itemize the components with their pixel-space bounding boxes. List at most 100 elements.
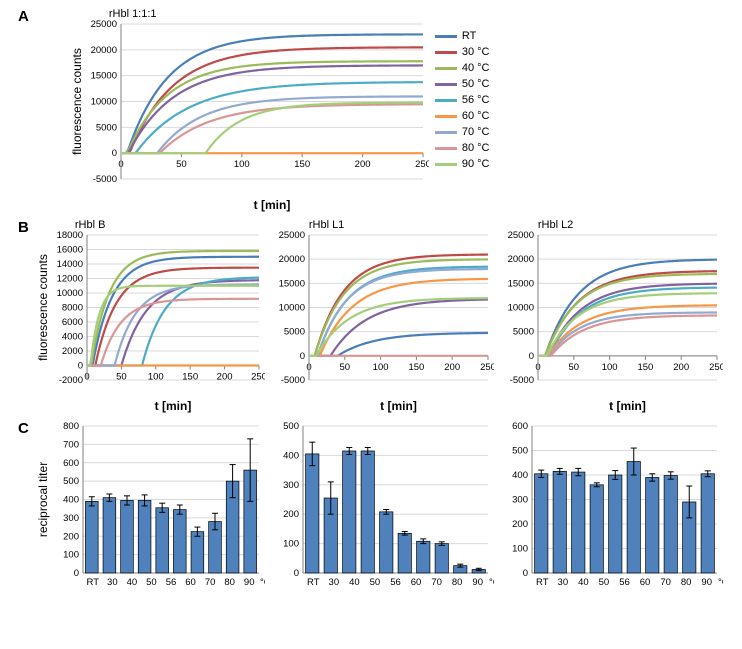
legend-label: 30 °C (462, 46, 490, 58)
svg-text:80: 80 (452, 577, 463, 588)
panel-c2-chart: 0100200300400500RT3040505660708090°C (269, 420, 494, 595)
svg-text:°C: °C (260, 577, 265, 588)
svg-text:-2000: -2000 (59, 375, 83, 386)
svg-text:20000: 20000 (90, 45, 116, 56)
panel-a-chart-wrap: rHbl 1:1:1 -5000050001000015000200002500… (69, 8, 429, 213)
svg-text:RT: RT (307, 577, 320, 588)
svg-text:250: 250 (709, 362, 723, 373)
svg-text:70: 70 (431, 577, 442, 588)
svg-text:0: 0 (112, 148, 117, 159)
svg-text:40: 40 (578, 577, 589, 588)
svg-text:30: 30 (328, 577, 339, 588)
legend-label: 90 °C (462, 158, 490, 170)
svg-text:150: 150 (294, 159, 310, 170)
legend-swatch (435, 51, 457, 54)
svg-text:t [min]: t [min] (609, 399, 646, 413)
svg-text:-5000: -5000 (510, 375, 534, 386)
legend-swatch (435, 163, 457, 166)
legend-swatch (435, 67, 457, 70)
svg-text:600: 600 (63, 458, 79, 469)
svg-text:30: 30 (107, 577, 118, 588)
panel-a-chart: -500005000100001500020000250000501001502… (69, 18, 429, 213)
legend: RT30 °C40 °C50 °C56 °C60 °C70 °C80 °C90 … (435, 30, 490, 170)
svg-text:400: 400 (283, 450, 299, 461)
svg-text:80: 80 (224, 577, 235, 588)
svg-text:50: 50 (146, 577, 157, 588)
panel-b-label: B (8, 219, 29, 236)
svg-text:15000: 15000 (90, 71, 116, 82)
legend-item: RT (435, 30, 490, 42)
svg-text:60: 60 (411, 577, 422, 588)
svg-text:25000: 25000 (90, 19, 116, 30)
svg-text:14000: 14000 (56, 259, 82, 270)
svg-text:400: 400 (63, 495, 79, 506)
legend-label: 70 °C (462, 126, 490, 138)
svg-text:500: 500 (283, 421, 299, 432)
svg-text:250: 250 (480, 362, 494, 373)
svg-text:200: 200 (444, 362, 460, 373)
svg-text:90: 90 (701, 577, 712, 588)
svg-text:70: 70 (660, 577, 671, 588)
svg-text:400: 400 (512, 470, 528, 481)
svg-text:50: 50 (369, 577, 380, 588)
legend-item: 70 °C (435, 126, 490, 138)
legend-item: 30 °C (435, 46, 490, 58)
svg-text:100: 100 (602, 362, 618, 373)
svg-text:2000: 2000 (62, 346, 83, 357)
svg-text:150: 150 (408, 362, 424, 373)
svg-text:-5000: -5000 (281, 375, 305, 386)
svg-text:0: 0 (529, 351, 534, 362)
legend-label: 56 °C (462, 94, 490, 106)
svg-text:80: 80 (681, 577, 692, 588)
svg-text:500: 500 (63, 476, 79, 487)
svg-text:300: 300 (63, 513, 79, 524)
svg-text:0: 0 (300, 351, 305, 362)
svg-text:20000: 20000 (507, 254, 533, 265)
svg-text:90: 90 (472, 577, 483, 588)
svg-text:16000: 16000 (56, 245, 82, 256)
panel-c2-wrap: 0100200300400500RT3040505660708090°C (269, 420, 494, 595)
svg-text:50: 50 (176, 159, 187, 170)
panel-c-row: C 0100200300400500600700800RT30405056607… (8, 420, 734, 595)
svg-text:250: 250 (415, 159, 429, 170)
svg-text:100: 100 (234, 159, 250, 170)
svg-text:10000: 10000 (56, 288, 82, 299)
svg-text:600: 600 (512, 421, 528, 432)
legend-label: 40 °C (462, 62, 490, 74)
svg-text:56: 56 (166, 577, 177, 588)
svg-text:6000: 6000 (62, 317, 83, 328)
svg-text:15000: 15000 (278, 278, 304, 289)
svg-text:t [min]: t [min] (254, 198, 291, 212)
panel-b1-chart: -200002000400060008000100001200014000160… (35, 229, 265, 414)
panel-a-row: A rHbl 1:1:1 -50000500010000150002000025… (8, 8, 734, 213)
legend-swatch (435, 99, 457, 102)
legend-item: 90 °C (435, 158, 490, 170)
svg-text:0: 0 (523, 568, 528, 579)
svg-text:50: 50 (116, 372, 127, 383)
svg-text:10000: 10000 (278, 303, 304, 314)
legend-item: 60 °C (435, 110, 490, 122)
svg-text:15000: 15000 (507, 278, 533, 289)
legend-swatch (435, 147, 457, 150)
svg-text:150: 150 (182, 372, 198, 383)
svg-text:5000: 5000 (513, 327, 534, 338)
svg-text:60: 60 (640, 577, 651, 588)
svg-text:250: 250 (251, 372, 265, 383)
legend-label: 80 °C (462, 142, 490, 154)
svg-text:40: 40 (349, 577, 360, 588)
svg-text:10000: 10000 (507, 303, 533, 314)
svg-text:0: 0 (74, 568, 79, 579)
legend-swatch (435, 131, 457, 134)
panel-b2-chart: -500005000100001500020000250000501001502… (269, 229, 494, 414)
panel-c3-chart: 0100200300400500600RT3040505660708090°C (498, 420, 723, 595)
svg-text:50: 50 (339, 362, 350, 373)
svg-text:20000: 20000 (278, 254, 304, 265)
svg-text:18000: 18000 (56, 230, 82, 241)
legend-item: 80 °C (435, 142, 490, 154)
svg-text:200: 200 (512, 519, 528, 530)
svg-text:5000: 5000 (96, 122, 117, 133)
svg-text:100: 100 (512, 544, 528, 555)
svg-text:0: 0 (78, 361, 83, 372)
legend-label: 60 °C (462, 110, 490, 122)
svg-text:t [min]: t [min] (380, 399, 417, 413)
